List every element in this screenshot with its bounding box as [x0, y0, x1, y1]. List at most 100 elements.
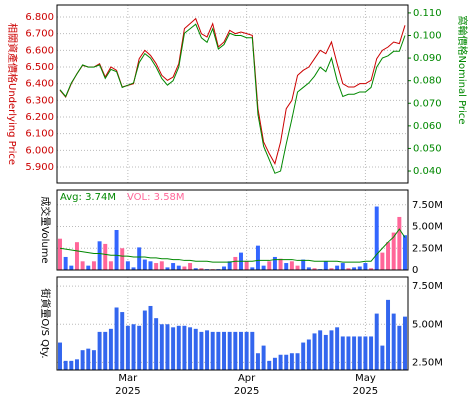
- y-axis-title: 成交量Volume: [39, 196, 52, 263]
- bar: [199, 331, 204, 370]
- avg-line: [59, 228, 406, 263]
- vol-label: VOL: 3.58M: [127, 192, 185, 203]
- bar: [114, 230, 119, 270]
- bar: [357, 336, 362, 370]
- bar: [363, 336, 368, 370]
- y-tick-label: 7.50M: [412, 200, 443, 211]
- y-tick-label: 6.500: [25, 62, 54, 73]
- x-tick-label: Apr: [238, 373, 256, 384]
- y-tick-label: 6.800: [25, 12, 54, 23]
- bar: [391, 313, 396, 370]
- y2-tick-label: 0.090: [413, 53, 442, 64]
- panel-border: [56, 189, 409, 271]
- y-tick-label: 5.900: [25, 162, 54, 173]
- bar: [369, 336, 374, 370]
- bar: [380, 345, 385, 370]
- bar: [267, 261, 272, 270]
- y-tick-label: 6.700: [25, 29, 54, 40]
- bar: [284, 354, 289, 370]
- bar: [239, 331, 243, 370]
- bar: [148, 261, 153, 270]
- bar: [120, 312, 125, 370]
- bar: [289, 261, 294, 270]
- y-tick-label: 6.000: [25, 145, 54, 156]
- bar: [244, 331, 249, 370]
- bar: [103, 243, 108, 270]
- x-tick-label: Mar: [118, 373, 138, 384]
- bar: [205, 330, 210, 370]
- y2-axis-title: 窩輪價格Nominal Price: [456, 16, 469, 125]
- bar: [171, 263, 176, 270]
- bar: [131, 324, 136, 370]
- bar: [403, 235, 407, 270]
- y2-tick-label: 0.050: [413, 143, 442, 154]
- bar: [380, 252, 385, 270]
- bar: [261, 345, 266, 370]
- y-tick-label: 5.00M: [412, 222, 443, 233]
- y2-tick-label: 0.080: [413, 76, 442, 87]
- y-axis-title: 街貨量O/S Qty.: [39, 288, 52, 358]
- price-line: [59, 17, 406, 165]
- bar: [125, 325, 130, 370]
- bar: [233, 331, 238, 370]
- y2-tick-label: 0.070: [413, 98, 442, 109]
- x-tick-label: May: [355, 373, 376, 384]
- y-tick-label: 5.00M: [412, 319, 443, 330]
- bar: [193, 328, 198, 370]
- bar: [148, 305, 153, 370]
- price-line: [59, 23, 406, 174]
- bar: [74, 359, 79, 370]
- bar: [386, 242, 391, 270]
- bar: [222, 331, 226, 370]
- bar: [323, 334, 328, 370]
- bar: [227, 331, 232, 370]
- bar: [255, 353, 260, 370]
- y-axis-title: 相關資產價格Underlying Price: [6, 23, 19, 165]
- bar: [374, 313, 379, 370]
- bar: [329, 330, 334, 370]
- bar: [188, 327, 193, 370]
- bar: [69, 265, 74, 270]
- bar: [301, 342, 306, 370]
- x-tick-year: 2025: [353, 386, 378, 397]
- bar: [182, 325, 187, 370]
- bar: [278, 354, 283, 370]
- bar: [222, 266, 226, 270]
- x-tick-year: 2025: [115, 386, 140, 397]
- bar: [97, 241, 102, 270]
- bar: [97, 331, 102, 370]
- y-tick-label: 2.50M: [412, 357, 443, 368]
- bar: [188, 263, 193, 270]
- bar: [74, 242, 79, 270]
- y2-tick-label: 0.060: [413, 121, 442, 132]
- bar: [120, 248, 125, 270]
- y-tick-label: 7.50M: [412, 281, 443, 292]
- bar: [171, 327, 176, 370]
- bar: [267, 360, 272, 370]
- bar: [357, 266, 362, 270]
- bar: [278, 258, 283, 270]
- bar: [301, 259, 306, 270]
- bar: [182, 266, 187, 270]
- bar: [165, 267, 170, 270]
- x-tick-year: 2025: [234, 386, 259, 397]
- bar: [272, 256, 277, 270]
- bar: [306, 267, 311, 270]
- bar: [58, 342, 62, 370]
- y2-tick-label: 0.040: [413, 166, 442, 177]
- bar: [63, 360, 68, 370]
- bar: [176, 325, 181, 370]
- panel-border: [56, 276, 409, 371]
- bar: [255, 245, 260, 270]
- bar: [295, 265, 300, 270]
- bar: [216, 331, 221, 370]
- bar: [142, 259, 147, 270]
- bar: [137, 247, 142, 270]
- bar: [91, 350, 96, 370]
- bar: [103, 331, 108, 370]
- bar: [272, 357, 277, 370]
- bar: [374, 206, 379, 270]
- bar: [323, 261, 328, 270]
- bar: [312, 333, 317, 370]
